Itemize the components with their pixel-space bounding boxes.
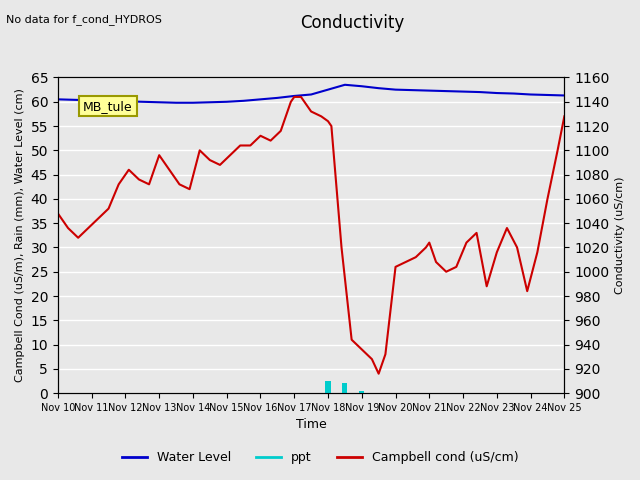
Text: Conductivity: Conductivity	[300, 14, 404, 33]
Text: MB_tule: MB_tule	[83, 99, 133, 113]
Bar	[342, 384, 348, 393]
Text: No data for f_cond_HYDROS: No data for f_cond_HYDROS	[6, 14, 163, 25]
Y-axis label: Conductivity (uS/cm): Conductivity (uS/cm)	[615, 177, 625, 294]
Bar	[326, 381, 330, 393]
Y-axis label: Campbell Cond (uS/m), Rain (mm), Water Level (cm): Campbell Cond (uS/m), Rain (mm), Water L…	[15, 88, 25, 382]
Legend: Water Level, ppt, Campbell cond (uS/cm): Water Level, ppt, Campbell cond (uS/cm)	[116, 446, 524, 469]
X-axis label: Time: Time	[296, 419, 326, 432]
Bar	[359, 391, 364, 393]
